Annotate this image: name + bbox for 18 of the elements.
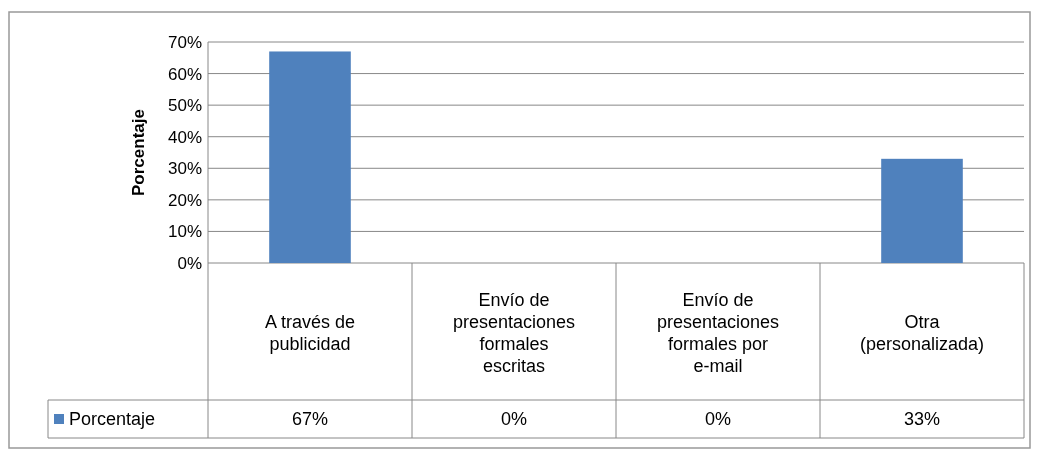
y-axis-title: Porcentaje (129, 109, 148, 196)
x-tick-label: A través de publicidad (264, 311, 356, 354)
y-tick-label: 60% (167, 64, 202, 84)
x-tick-label: Otra (personalizada) (859, 311, 985, 354)
data-label: 67% (291, 409, 329, 430)
y-tick-label: 30% (167, 159, 202, 179)
data-label: 0% (500, 409, 528, 430)
x-tick-label: Envío de presentaciones formales escritas (452, 289, 576, 376)
y-tick-label: 20% (167, 190, 202, 210)
y-tick-label: 70% (167, 32, 202, 52)
x-tick-label: Envío de presentaciones formales por e-mail (656, 289, 780, 376)
data-label: 0% (704, 409, 732, 430)
data-label: 33% (903, 409, 941, 430)
y-tick-label: 40% (167, 127, 202, 147)
y-tick-label: 0% (177, 253, 202, 273)
legend-label: Porcentaje (69, 409, 156, 430)
y-tick-label: 10% (167, 222, 202, 242)
y-tick-label: 50% (167, 96, 202, 116)
